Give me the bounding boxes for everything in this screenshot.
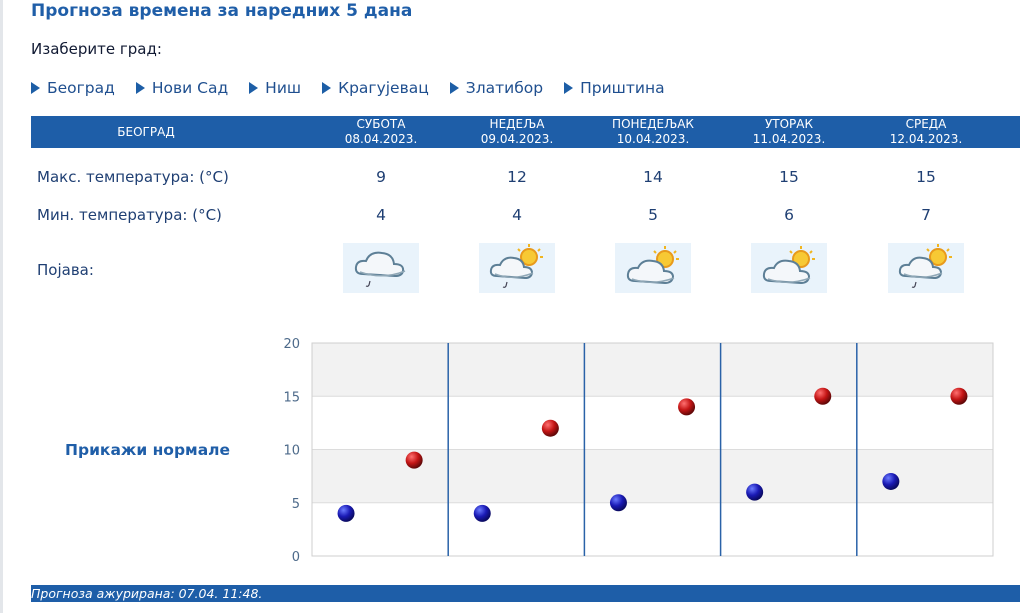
arrow-right-icon	[449, 82, 459, 94]
plot-band	[312, 502, 993, 556]
city-select-label: Изаберите град:	[31, 40, 162, 58]
day-date: 08.04.2023.	[344, 132, 418, 146]
max-temp-value: 9	[376, 168, 386, 186]
cloud-sun-icon	[615, 243, 691, 293]
city-label: Београд	[47, 79, 115, 97]
day-header: СРЕДА 12.04.2023.	[866, 117, 986, 147]
forecast-updated-footer: Прогноза ажурирана: 07.04. 11:48.	[31, 585, 1020, 602]
y-tick-label: 0	[292, 550, 300, 565]
min-temp-value: 4	[512, 206, 522, 224]
day-header: СУБОТА 08.04.2023.	[321, 117, 441, 147]
plot-band	[312, 449, 993, 503]
city-label: Крагујевац	[338, 79, 429, 97]
phenomenon-label: Појава:	[37, 261, 94, 279]
cloud-sun-icon	[751, 243, 827, 293]
cloud-sun-rain-icon	[479, 243, 555, 293]
day-header: НЕДЕЉА 09.04.2023.	[457, 117, 577, 147]
min-temp-value: 4	[376, 206, 386, 224]
y-tick-label: 10	[283, 444, 300, 459]
day-name: СРЕДА	[905, 117, 947, 131]
arrow-right-icon	[322, 82, 332, 94]
city-label: Нови Сад	[151, 79, 229, 97]
max-temp-value: 14	[643, 168, 663, 186]
cloud-rain-icon	[343, 243, 419, 293]
arrow-right-icon	[135, 82, 145, 94]
day-name: ПОНЕДЕЉАК	[612, 117, 694, 131]
city-link-zlatibor[interactable]: Златибор	[449, 79, 544, 97]
max-temp-label: Макс. температура: (°C)	[37, 168, 229, 186]
max-temp-value: 12	[507, 168, 527, 186]
left-border	[0, 0, 3, 613]
max-temp-point	[405, 451, 423, 469]
selected-city-name: БЕОГРАД	[117, 125, 175, 139]
day-header: ПОНЕДЕЉАК 10.04.2023.	[593, 117, 713, 147]
max-temp-point	[814, 387, 832, 405]
min-temp-point	[337, 504, 355, 522]
temperature-chart: 0 5 10 15 20	[283, 337, 994, 565]
min-temp-point	[609, 494, 627, 512]
min-temp-label: Мин. температура: (°C)	[37, 206, 222, 224]
max-temp-point	[541, 419, 559, 437]
city-link-pristina[interactable]: Приштина	[564, 79, 665, 97]
forecast-header: БЕОГРАД СУБОТА 08.04.2023. НЕДЕЉА 09.04.20…	[31, 116, 1020, 148]
day-date: 12.04.2023.	[889, 132, 963, 146]
plot-border	[311, 342, 994, 557]
min-temp-value: 5	[648, 206, 658, 224]
day-name: СУБОТА	[356, 117, 406, 131]
plot-band	[312, 343, 993, 397]
min-temp-value: 7	[921, 206, 931, 224]
max-temp-point	[678, 398, 696, 416]
day-date: 11.04.2023.	[752, 132, 826, 146]
page-title: Прогноза времена за наредних 5 дана	[31, 1, 413, 21]
city-link-nis[interactable]: Ниш	[249, 79, 301, 97]
y-tick-label: 15	[283, 390, 300, 405]
city-label: Приштина	[580, 79, 665, 97]
cloud-sun-rain-icon	[888, 243, 964, 293]
y-tick-label: 20	[283, 337, 300, 352]
arrow-right-icon	[31, 82, 40, 94]
show-normals-link[interactable]: Прикажи нормале	[65, 441, 231, 459]
min-temp-point	[746, 483, 764, 501]
city-list: Београд Нови Сад Ниш Крагујевац Златибор…	[31, 78, 665, 98]
city-link-kragujevac[interactable]: Крагујевац	[322, 79, 429, 97]
city-link-novi-sad[interactable]: Нови Сад	[135, 79, 229, 97]
arrow-right-icon	[564, 82, 574, 94]
y-tick-label: 5	[292, 497, 300, 512]
day-header: УТОРАК 11.04.2023.	[729, 117, 849, 147]
min-temp-value: 6	[784, 206, 794, 224]
day-date: 10.04.2023.	[616, 132, 690, 146]
arrow-right-icon	[249, 82, 259, 94]
plot-band	[312, 396, 993, 450]
city-label: Ниш	[265, 79, 302, 97]
min-temp-point	[473, 504, 491, 522]
city-label: Златибор	[465, 79, 544, 97]
day-name: НЕДЕЉА	[489, 117, 545, 131]
city-link-beograd[interactable]: Београд	[31, 79, 115, 97]
day-name: УТОРАК	[764, 117, 814, 131]
max-temp-point	[950, 387, 968, 405]
day-date: 09.04.2023.	[480, 132, 554, 146]
max-temp-value: 15	[779, 168, 799, 186]
min-temp-point	[882, 472, 900, 490]
max-temp-value: 15	[916, 168, 936, 186]
